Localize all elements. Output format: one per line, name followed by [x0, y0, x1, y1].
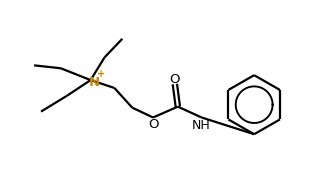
Text: +: + [97, 69, 106, 79]
Text: O: O [169, 73, 180, 86]
Text: O: O [148, 118, 158, 131]
Text: NH: NH [192, 119, 211, 132]
Text: N: N [89, 76, 100, 89]
